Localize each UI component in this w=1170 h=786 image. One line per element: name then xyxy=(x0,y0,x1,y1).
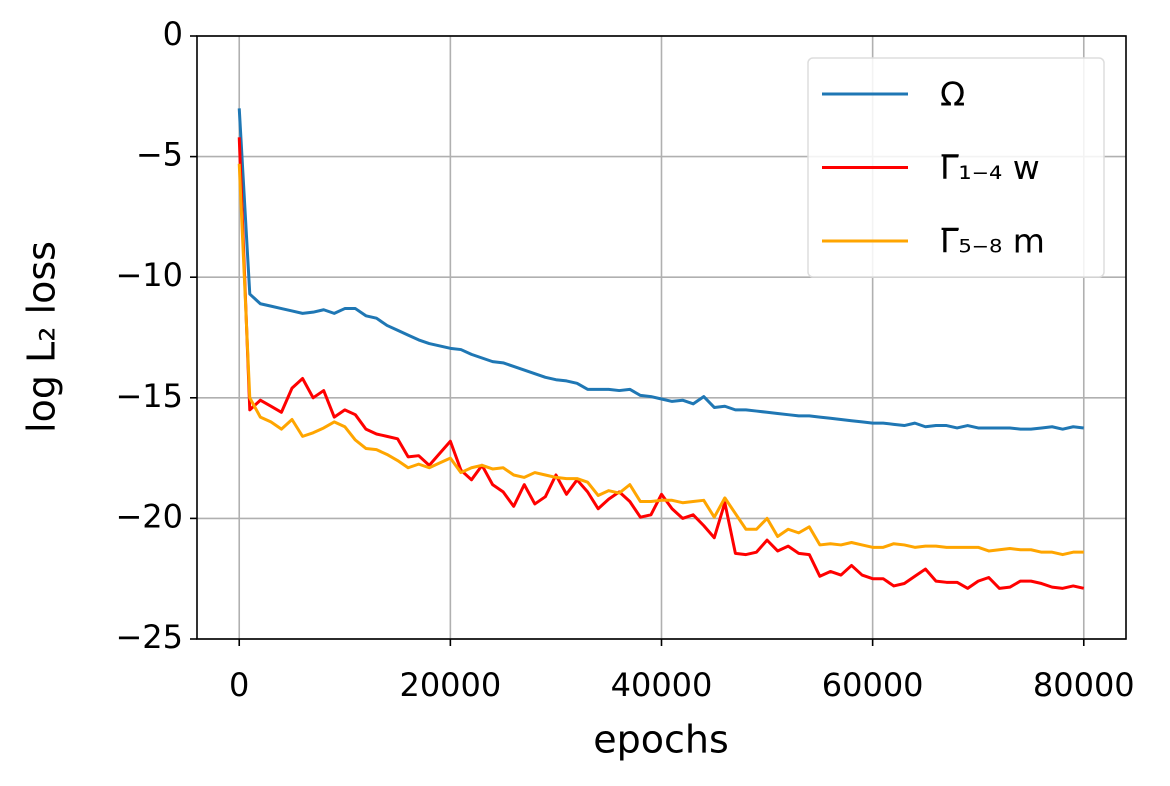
x-tick-label: 80000 xyxy=(1033,666,1135,704)
legend: Ω Γ̅₁₋₄ w Γ̅₅₋₈ m xyxy=(807,57,1105,278)
plot-frame xyxy=(196,35,1127,640)
y-tick-label: −10 xyxy=(115,256,183,294)
y-axis-label: log L₂ loss xyxy=(20,241,64,433)
series-line xyxy=(237,163,1084,557)
x-tick-label: 0 xyxy=(229,666,249,704)
y-tick-label: 0 xyxy=(163,15,183,53)
legend-label: Γ̅₅₋₈ m xyxy=(940,222,1045,261)
series-line xyxy=(237,137,1085,590)
y-tick-label: −25 xyxy=(115,618,183,656)
legend-label: Γ̅₁₋₄ w xyxy=(940,148,1040,187)
x-tick-label: 20000 xyxy=(399,666,501,704)
legend-label: Ω xyxy=(940,75,965,114)
x-tick-label: 40000 xyxy=(611,666,713,704)
x-tick-label: 60000 xyxy=(822,666,924,704)
y-tick-label: −15 xyxy=(115,377,183,415)
y-tick-label: −20 xyxy=(115,497,183,535)
legend-box xyxy=(807,57,1105,278)
y-tick-label: −5 xyxy=(136,136,183,174)
series-line xyxy=(237,108,1084,431)
x-axis-label: epochs xyxy=(593,718,729,762)
